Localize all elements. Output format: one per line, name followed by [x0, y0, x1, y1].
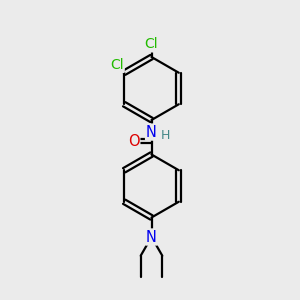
Text: Cl: Cl	[110, 58, 124, 72]
Text: N: N	[146, 230, 157, 244]
Text: H: H	[160, 129, 170, 142]
Text: O: O	[128, 134, 139, 149]
Text: Cl: Cl	[145, 38, 158, 51]
Text: N: N	[146, 124, 157, 140]
